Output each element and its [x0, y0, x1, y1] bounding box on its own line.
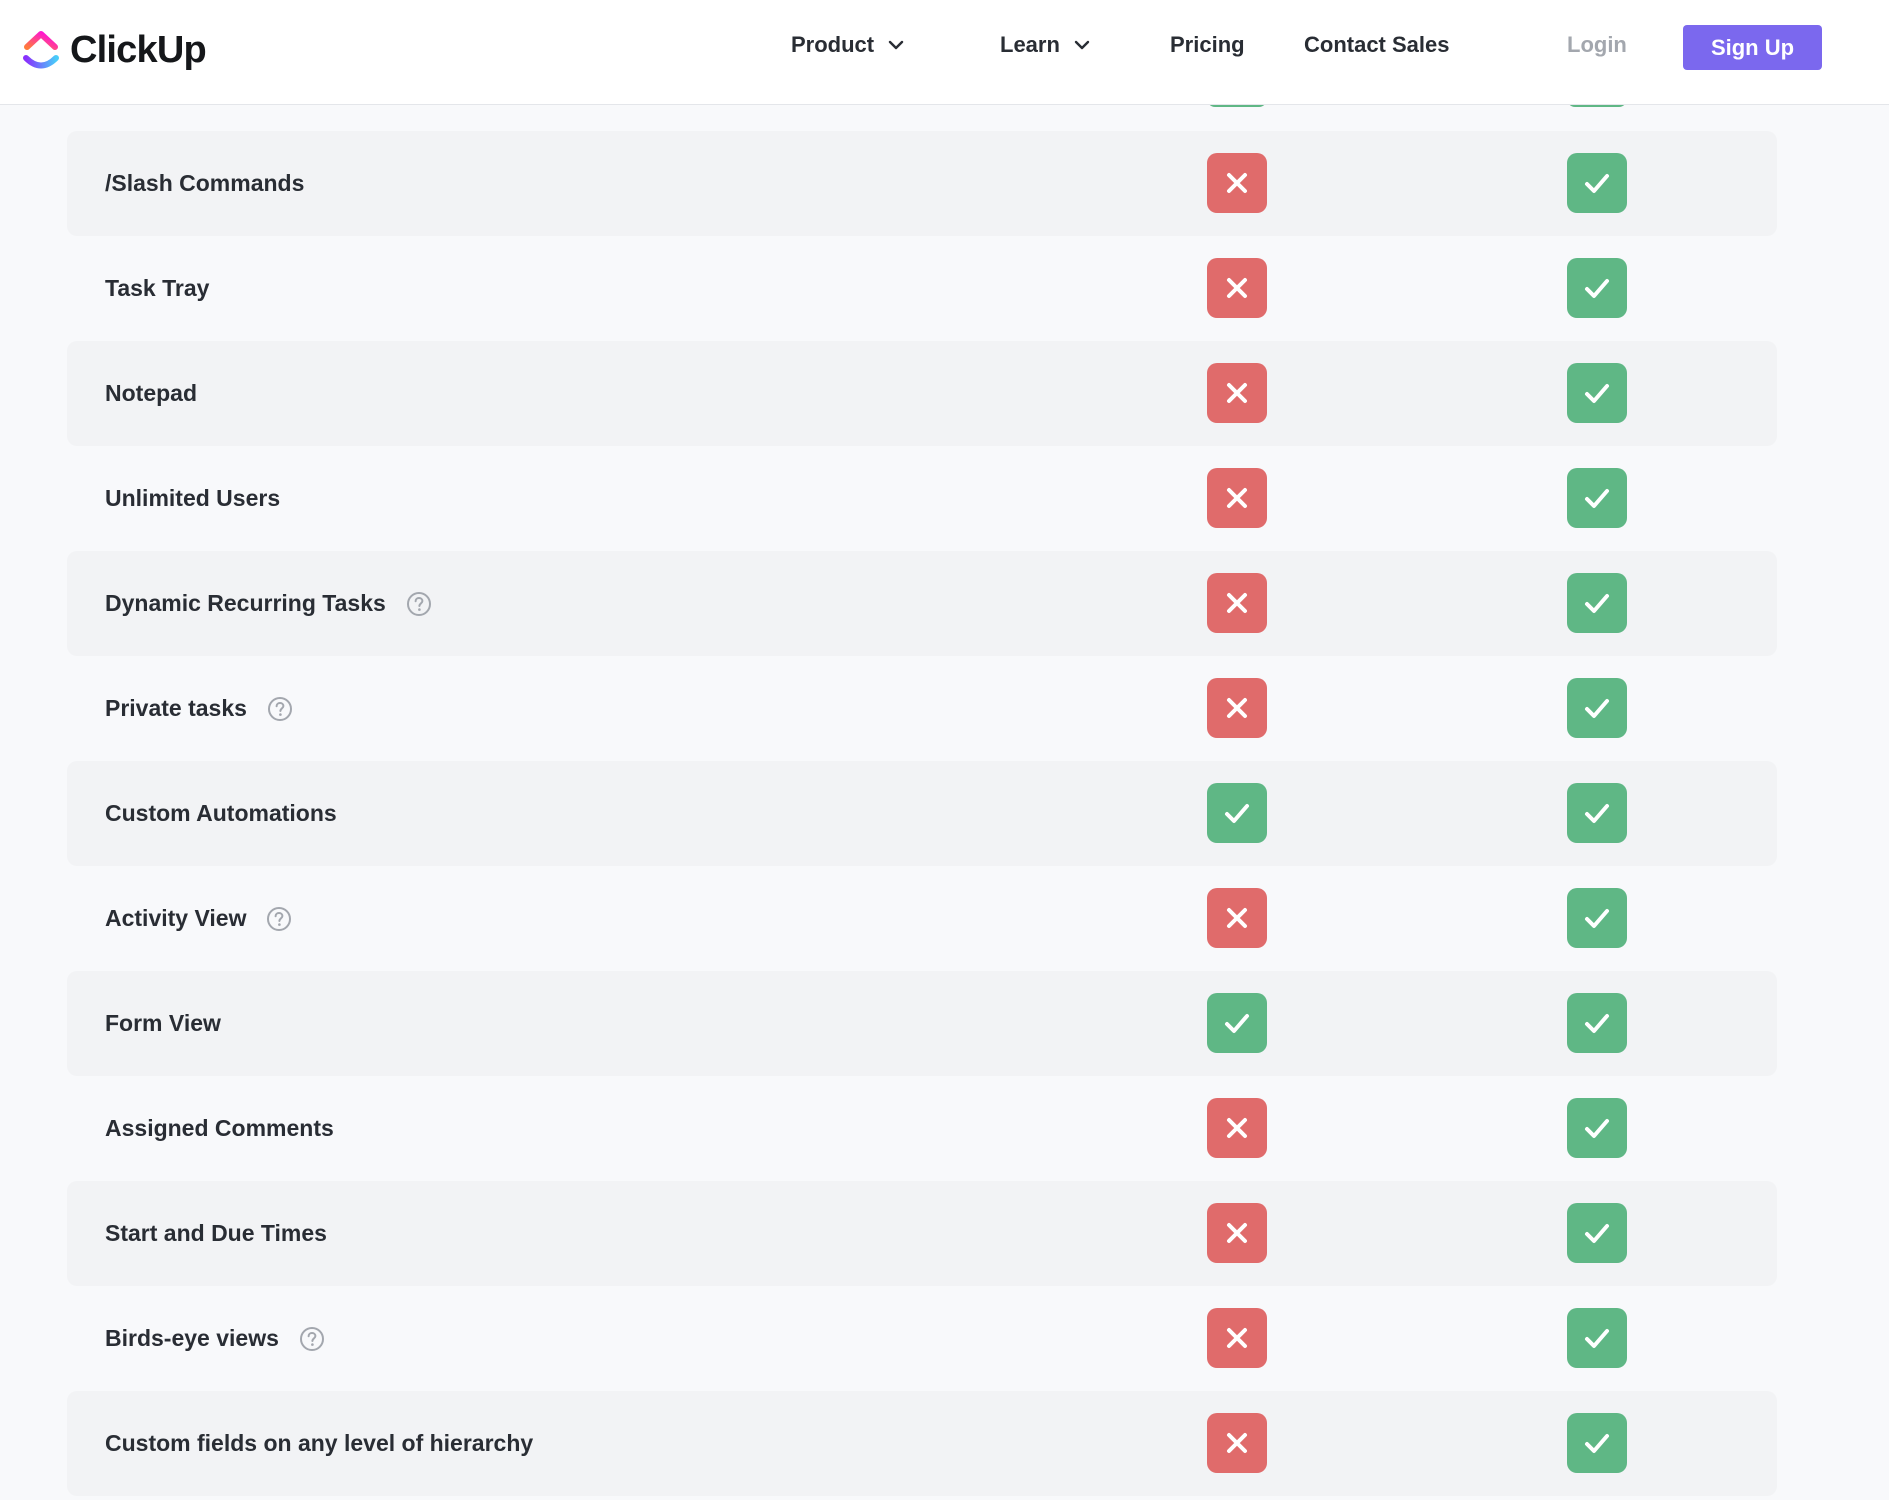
login-link[interactable]: Login [1567, 32, 1627, 57]
check-icon [1567, 1308, 1627, 1368]
brand-name: ClickUp [70, 28, 207, 71]
feature-name: Private tasks [105, 656, 293, 761]
table-row: Activity View [67, 866, 1777, 971]
x-icon [1207, 363, 1267, 423]
check-icon [1567, 258, 1627, 318]
table-row: Custom Automations [67, 761, 1777, 866]
feature-name: Assigned Comments [105, 1076, 334, 1181]
table-row: Unlimited Users [67, 446, 1777, 551]
x-icon [1207, 153, 1267, 213]
x-icon [1207, 1308, 1267, 1368]
table-row: Task Tray [67, 236, 1777, 341]
table-row: Form View [67, 971, 1777, 1076]
feature-label: Activity View [105, 905, 247, 931]
nav-contact-sales[interactable]: Contact Sales [1304, 30, 1450, 60]
feature-name: Birds-eye views [105, 1286, 325, 1391]
feature-label: Notepad [105, 380, 197, 406]
feature-name: Start and Due Times [105, 1181, 327, 1286]
question-circle-icon[interactable] [267, 696, 293, 722]
feature-label: Custom Automations [105, 800, 337, 826]
feature-label: Dynamic Recurring Tasks [105, 590, 386, 616]
check-icon [1567, 1098, 1627, 1158]
table-row: Notepad [67, 341, 1777, 446]
x-icon [1207, 1098, 1267, 1158]
clickup-logo[interactable]: ClickUp [22, 24, 207, 76]
table-row: /Slash Commands [67, 131, 1777, 236]
check-icon [1567, 888, 1627, 948]
nav-contact-sales-label: Contact Sales [1304, 32, 1450, 57]
site-header: ClickUp Product Learn Pricing Contact Sa… [0, 0, 1889, 105]
check-icon [1567, 363, 1627, 423]
feature-label: Custom fields on any level of hierarchy [105, 1430, 534, 1456]
check-icon [1567, 993, 1627, 1053]
table-row: Birds-eye views [67, 1286, 1777, 1391]
feature-label: Private tasks [105, 695, 247, 721]
feature-name: Activity View [105, 866, 292, 971]
x-icon [1207, 678, 1267, 738]
feature-label: Task Tray [105, 275, 210, 301]
question-circle-icon[interactable] [406, 591, 432, 617]
feature-label: /Slash Commands [105, 170, 305, 196]
table-row: Start and Due Times [67, 1181, 1777, 1286]
check-icon [1207, 783, 1267, 843]
question-circle-icon[interactable] [266, 906, 292, 932]
nav-learn[interactable]: Learn [1000, 30, 1090, 60]
feature-label: Birds-eye views [105, 1325, 279, 1351]
feature-label: Unlimited Users [105, 485, 281, 511]
nav-product-label: Product [791, 32, 875, 57]
check-icon [1567, 1413, 1627, 1473]
x-icon [1207, 888, 1267, 948]
feature-label: Start and Due Times [105, 1220, 327, 1246]
x-icon [1207, 258, 1267, 318]
question-circle-icon[interactable] [299, 1326, 325, 1352]
feature-name: Dynamic Recurring Tasks [105, 551, 432, 656]
nav-pricing-label: Pricing [1170, 32, 1245, 57]
chevron-down-icon [1074, 40, 1090, 50]
feature-comparison-table: /Slash Commands Task Tray Notepad Unlimited… [67, 131, 1777, 1496]
x-icon [1207, 468, 1267, 528]
feature-name: /Slash Commands [105, 131, 304, 236]
feature-name: Task Tray [105, 236, 209, 341]
nav-product[interactable]: Product [791, 30, 904, 60]
feature-label: Assigned Comments [105, 1115, 334, 1141]
check-icon [1567, 153, 1627, 213]
x-icon [1207, 573, 1267, 633]
feature-label: Form View [105, 1010, 221, 1036]
table-row: Private tasks [67, 656, 1777, 761]
x-icon [1207, 1413, 1267, 1473]
nav-pricing[interactable]: Pricing [1170, 30, 1245, 60]
clickup-logo-icon [23, 31, 59, 69]
chevron-down-icon [888, 40, 904, 50]
table-row: Dynamic Recurring Tasks [67, 551, 1777, 656]
check-icon [1567, 783, 1627, 843]
feature-name: Custom Automations [105, 761, 337, 866]
check-icon [1567, 1203, 1627, 1263]
check-icon [1567, 678, 1627, 738]
table-row: Custom fields on any level of hierarchy [67, 1391, 1777, 1496]
check-icon [1207, 993, 1267, 1053]
table-row: Assigned Comments [67, 1076, 1777, 1181]
feature-name: Unlimited Users [105, 446, 280, 551]
feature-name: Custom fields on any level of hierarchy [105, 1391, 533, 1496]
check-icon [1567, 468, 1627, 528]
x-icon [1207, 1203, 1267, 1263]
feature-name: Form View [105, 971, 221, 1076]
nav-learn-label: Learn [1000, 32, 1060, 57]
sign-up-button[interactable]: Sign Up [1683, 25, 1822, 70]
feature-name: Notepad [105, 341, 197, 446]
check-icon [1567, 573, 1627, 633]
